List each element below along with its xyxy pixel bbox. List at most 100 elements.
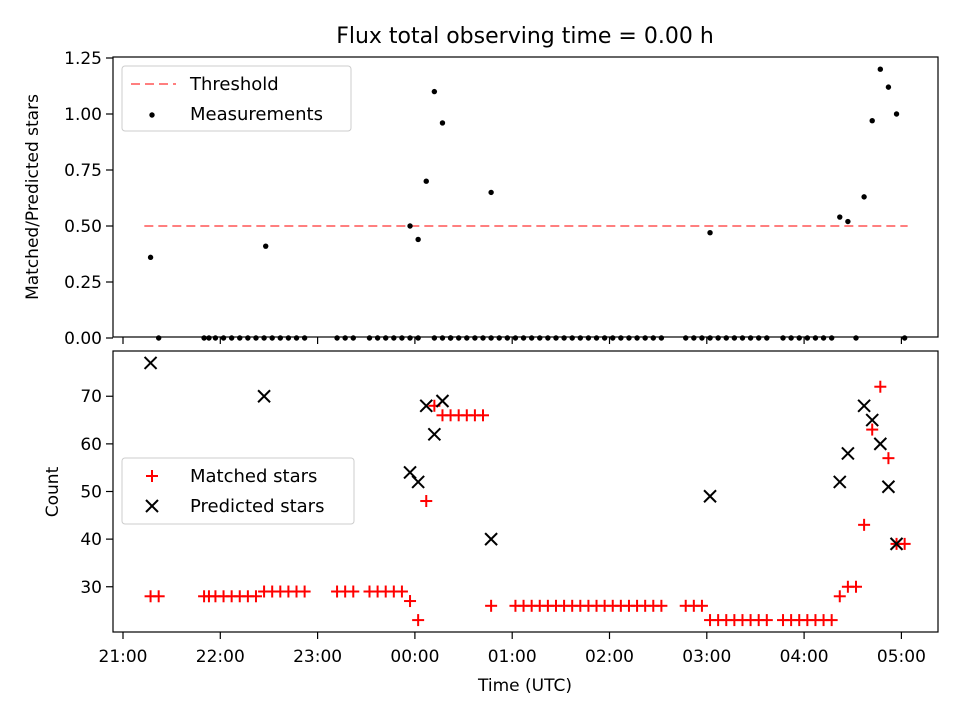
- matched-stars-point: [412, 614, 425, 627]
- measurement-point: [528, 335, 535, 341]
- measurement-point: [464, 335, 470, 341]
- legend-matched-label: Matched stars: [190, 466, 317, 487]
- bottom-plot-frame: [112, 350, 939, 633]
- measurement-point: [293, 335, 300, 341]
- x-tick-label: 03:00: [682, 647, 731, 667]
- measurement-point: [391, 335, 397, 341]
- predicted-stars-series: [143, 356, 904, 551]
- matched-stars-point: [477, 409, 490, 422]
- measurement-point: [415, 335, 421, 341]
- measurement-point: [537, 335, 543, 341]
- x-tick-label: 23:00: [293, 647, 342, 667]
- matched-stars-point: [347, 585, 360, 598]
- matched-stars-point: [404, 595, 417, 608]
- measurement-point: [853, 335, 859, 341]
- bottom-y-tick-label: 60: [80, 435, 102, 455]
- bottom-y-tick-label: 30: [80, 578, 102, 598]
- x-tick-label: 21:00: [99, 647, 148, 667]
- measurement-point: [399, 335, 405, 341]
- top-y-tick-label: 0.25: [64, 273, 102, 293]
- legend-measurements-label: Measurements: [190, 104, 323, 125]
- bottom-legend: Matched stars Predicted stars: [121, 457, 355, 525]
- measurement-point: [383, 335, 389, 341]
- measurement-point: [147, 254, 154, 261]
- measurement-point: [285, 335, 292, 341]
- x-tick-label: 00:00: [390, 647, 439, 667]
- measurement-point: [155, 335, 162, 341]
- top-y-tick-label: 0.75: [64, 161, 102, 181]
- measurement-point: [699, 335, 705, 341]
- predicted-stars-point: [865, 413, 879, 427]
- measurement-point: [618, 335, 624, 341]
- predicted-stars-point: [435, 394, 450, 408]
- measurement-point: [585, 335, 592, 341]
- measurement-point: [601, 335, 608, 341]
- predicted-stars-point: [484, 532, 498, 546]
- measurement-point: [439, 335, 446, 341]
- measurement-point: [739, 335, 746, 341]
- top-y-tick-label: 1.00: [64, 105, 102, 125]
- measurement-point: [658, 335, 665, 341]
- top-y-axis-label: Matched/Predicted stars: [23, 94, 43, 300]
- measurement-point: [455, 335, 462, 341]
- measurement-point: [812, 335, 819, 341]
- measurement-point: [407, 223, 413, 229]
- measurement-point: [423, 178, 429, 184]
- measurement-point: [439, 120, 446, 126]
- top-legend-frame: [121, 65, 352, 132]
- legend-matched-swatch: [146, 470, 158, 482]
- measurement-point: [569, 335, 575, 341]
- measurement-point: [780, 335, 786, 341]
- measurement-point: [877, 66, 884, 72]
- measurement-point: [553, 335, 559, 341]
- legend-threshold-label: Threshold: [189, 74, 279, 95]
- measurement-point: [731, 335, 738, 341]
- matched-stars-point: [695, 599, 708, 612]
- measurement-point: [723, 335, 729, 341]
- matched-stars-point: [849, 580, 862, 593]
- measurement-point: [277, 335, 284, 341]
- measurement-point: [691, 335, 697, 341]
- predicted-stars-point: [833, 475, 847, 489]
- measurement-point: [261, 335, 267, 341]
- measurement-point: [626, 335, 632, 341]
- measurement-point: [269, 335, 275, 341]
- measurement-point: [683, 335, 689, 341]
- measurement-point: [561, 335, 567, 341]
- measurement-point: [301, 335, 308, 341]
- matched-stars-point: [249, 590, 262, 603]
- matched-stars-point: [655, 599, 668, 612]
- measurement-point: [837, 214, 843, 220]
- matched-stars-point: [485, 599, 498, 612]
- top-y-tick-label: 0.00: [64, 329, 102, 349]
- top-legend: Threshold Measurements: [121, 65, 352, 132]
- predicted-stars-point: [873, 437, 888, 451]
- predicted-stars-point: [403, 465, 417, 480]
- measurement-point: [512, 335, 519, 341]
- measurement-point: [504, 335, 511, 341]
- measurement-point: [431, 335, 438, 341]
- x-tick-label: 05:00: [877, 647, 926, 667]
- predicted-stars-point: [419, 399, 433, 413]
- bottom-y-tick-label: 70: [80, 387, 102, 407]
- measurement-point: [374, 335, 381, 341]
- measurement-point: [488, 335, 494, 341]
- top-y-tick-label: 1.25: [64, 49, 102, 69]
- legend-predicted-label: Predicted stars: [190, 496, 324, 517]
- top-x-axis: [122, 337, 903, 344]
- measurement-point: [496, 335, 502, 341]
- top-plot-frame: [112, 56, 939, 338]
- matched-stars-point: [874, 380, 887, 393]
- measurement-point: [253, 335, 259, 341]
- matched-stars-point: [395, 585, 408, 598]
- measurement-point: [480, 335, 486, 341]
- predicted-stars-point: [889, 537, 904, 551]
- measurement-point: [431, 88, 438, 95]
- measurement-point: [201, 335, 207, 341]
- measurement-point: [707, 335, 713, 341]
- predicted-stars-point: [881, 480, 896, 494]
- top-panel: 0.00 0.25 0.50 0.75 1.00 1.25 Matched/Predict…: [23, 49, 939, 349]
- measurement-point: [488, 189, 494, 196]
- predicted-stars-point: [143, 356, 158, 370]
